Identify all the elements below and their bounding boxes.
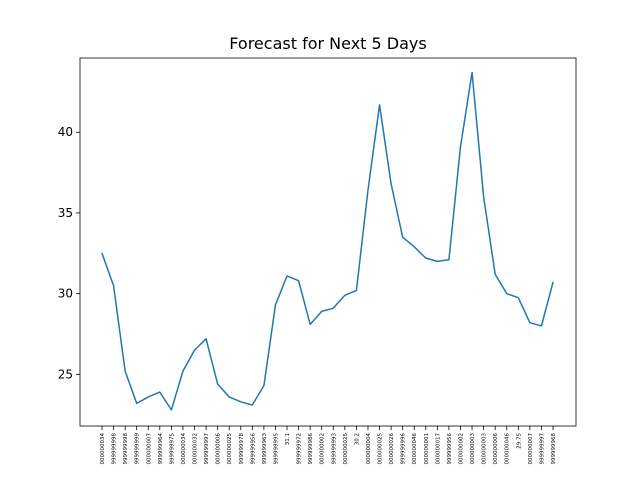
x-tick-label: 999999978 <box>239 433 245 465</box>
x-tick-label: 000000017 <box>435 433 441 465</box>
x-tick-label: 31.1 <box>285 433 291 445</box>
y-tick-label: 40 <box>58 125 73 139</box>
x-tick-label: 000000034 <box>100 433 106 465</box>
x-tick-label: 000000025 <box>227 433 233 465</box>
x-tick-label: 000000003 <box>470 433 476 465</box>
x-tick-label: 000000006 <box>216 433 222 465</box>
x-tick-label: 000000026 <box>389 433 395 465</box>
x-tick-label: 999999975 <box>169 433 175 465</box>
x-tick-label: 999999997 <box>204 433 210 465</box>
x-tick-label: 000000025 <box>343 433 349 465</box>
x-tick-label: 000000046 <box>505 433 511 465</box>
x-tick-label: 000000007 <box>146 433 152 465</box>
series-line <box>101 71 554 411</box>
x-axis: 000000034 999999998 999999998 999999999 0000… <box>100 426 557 465</box>
x-tick-label: 000000034 <box>181 433 187 465</box>
x-tick-label: 000000006 <box>493 433 499 465</box>
x-tick-label: 999999998 <box>112 433 118 465</box>
x-tick-label: 999999999 <box>135 433 141 465</box>
x-tick-label: 999999964 <box>158 433 164 465</box>
x-tick-label: 000000004 <box>366 433 372 465</box>
x-tick-label: 000000001 <box>424 433 430 465</box>
chart-title: Forecast for Next 5 Days <box>229 34 426 53</box>
x-tick-label: 29.75 <box>516 433 522 449</box>
x-tick-label: 999999968 <box>551 433 557 465</box>
x-tick-label: 999999956 <box>447 433 453 465</box>
x-tick-label: 999999993 <box>331 433 337 465</box>
x-tick-label: 30.2 <box>354 433 360 445</box>
y-tick-label: 25 <box>58 367 73 381</box>
x-tick-label: 000000046 <box>412 433 418 465</box>
x-tick-label: 000000007 <box>528 433 534 465</box>
x-tick-label: 999999996 <box>401 433 407 465</box>
plot-area-frame <box>79 57 577 427</box>
x-tick-label: 999999998 <box>123 433 129 465</box>
x-tick-label: 999999963 <box>262 433 268 465</box>
x-tick-label: 000000002 <box>320 433 326 465</box>
y-tick-label: 30 <box>58 287 73 301</box>
x-tick-label: 999999972 <box>297 433 303 465</box>
y-tick-label: 35 <box>58 206 73 220</box>
x-tick-label: 999999995 <box>273 433 279 465</box>
x-tick-label: 000000002 <box>458 433 464 465</box>
y-axis: 25 30 35 40 <box>58 125 80 381</box>
x-tick-label: 000000003 <box>482 433 488 465</box>
x-tick-label: 000000025 <box>378 433 384 465</box>
x-tick-label: 999999986 <box>308 433 314 465</box>
x-tick-label: 000000032 <box>193 433 199 465</box>
x-tick-label: 999999956 <box>250 433 256 465</box>
x-tick-label: 999999997 <box>539 433 545 465</box>
